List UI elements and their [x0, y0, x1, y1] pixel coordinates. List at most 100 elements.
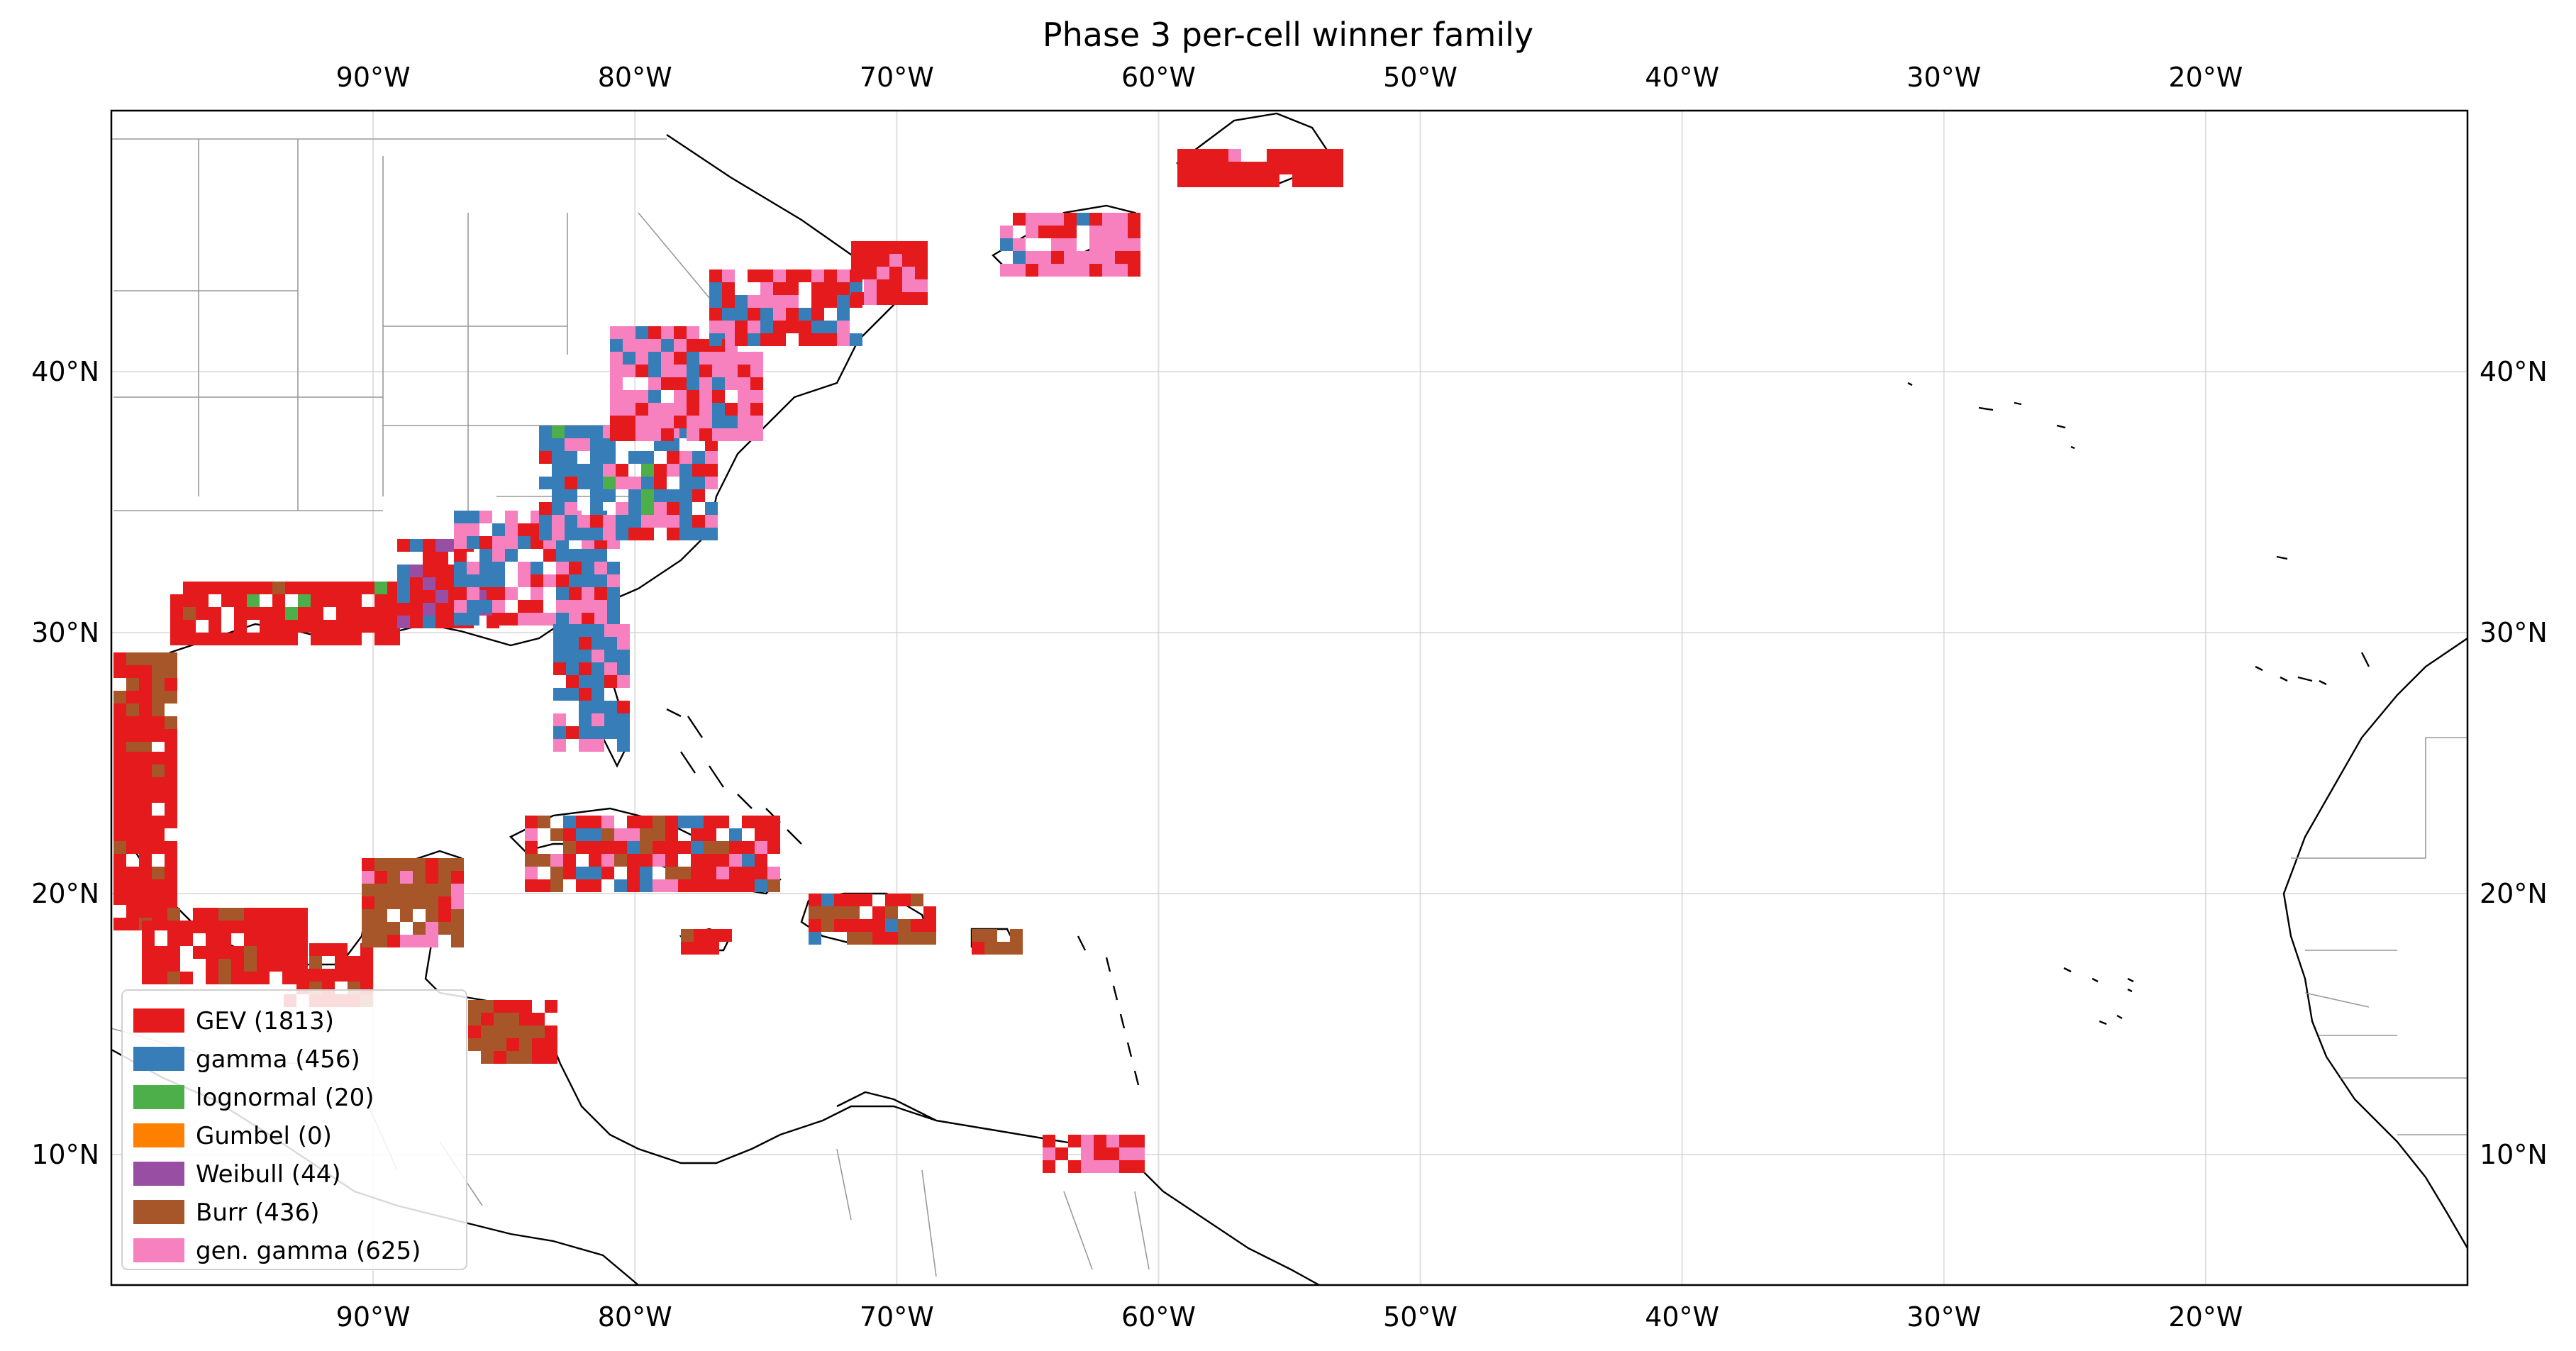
winner-cell — [576, 867, 589, 879]
winner-cell — [616, 464, 628, 477]
winner-cell — [623, 416, 635, 428]
winner-cell — [738, 377, 750, 390]
winner-cell — [641, 528, 654, 540]
winner-cell — [590, 528, 603, 540]
winner-cell — [735, 321, 748, 333]
winner-cell — [750, 365, 763, 377]
winner-cell — [553, 650, 566, 662]
winner-cell — [590, 477, 603, 489]
winner-cell — [821, 906, 834, 919]
winner-cell — [661, 326, 674, 339]
winner-cell — [505, 511, 518, 523]
winner-cell — [661, 365, 674, 377]
winner-cell — [661, 377, 674, 390]
winner-cell — [272, 633, 285, 645]
winner-cell — [692, 489, 705, 502]
winner-cell — [712, 390, 725, 403]
winner-cell — [1013, 264, 1026, 277]
winner-cell — [362, 896, 374, 909]
winner-cell — [435, 577, 448, 590]
winner-cell — [454, 536, 467, 549]
winner-cell — [139, 790, 152, 803]
winner-cell — [165, 841, 177, 854]
winner-cell — [923, 919, 936, 932]
winner-cell — [811, 269, 824, 282]
winner-cell — [413, 884, 426, 896]
winner-cell — [234, 594, 247, 607]
winner-cell — [582, 600, 594, 613]
winner-cell — [492, 613, 505, 626]
winner-cell — [654, 489, 667, 502]
winner-cell — [661, 403, 674, 416]
winner-cell — [601, 828, 614, 841]
winner-cell — [152, 790, 165, 803]
winner-cell — [518, 574, 531, 587]
winner-cell — [614, 879, 627, 892]
winner-cell — [247, 633, 260, 645]
winner-cell — [374, 620, 387, 633]
winner-cell — [556, 613, 569, 626]
winner-cell — [786, 269, 799, 282]
winner-cell — [837, 269, 850, 282]
caribbean-central-coast — [559, 1063, 1320, 1285]
winner-cell — [617, 726, 630, 739]
winner-cell — [729, 828, 742, 841]
winner-cell — [889, 292, 902, 305]
winner-cell — [142, 959, 155, 972]
winner-cell — [1190, 174, 1203, 187]
winner-cell — [760, 269, 773, 282]
winner-cell — [556, 549, 569, 562]
winner-cell — [170, 633, 183, 645]
winner-cell — [582, 562, 594, 574]
winner-cell — [374, 896, 387, 909]
winner-cell — [454, 574, 467, 587]
winner-cell — [665, 867, 678, 879]
winner-cell — [850, 282, 862, 295]
winner-cell — [809, 932, 821, 945]
winner-cell — [165, 867, 177, 879]
legend-swatch — [133, 1162, 184, 1186]
winner-cell — [532, 1038, 545, 1051]
lon-tick-label-top: 90°W — [336, 62, 411, 93]
winner-cell — [786, 295, 799, 308]
winner-cell — [525, 828, 538, 841]
winner-cell — [786, 321, 799, 333]
winner-cell — [1051, 251, 1064, 264]
winner-cell — [349, 633, 362, 645]
winner-cell — [577, 426, 590, 438]
winner-cell — [322, 943, 335, 956]
winner-cell — [552, 426, 565, 438]
winner-cell — [218, 921, 231, 933]
winner-cell — [667, 451, 679, 464]
winner-cell — [679, 502, 692, 515]
winner-cell — [467, 587, 479, 600]
winner-cell — [152, 652, 165, 665]
winner-cell — [532, 1025, 545, 1038]
winner-cell — [864, 254, 877, 267]
winner-cell — [1318, 162, 1331, 174]
winner-cell — [725, 377, 738, 390]
winner-cell — [704, 854, 716, 867]
winner-cell — [601, 816, 614, 828]
winner-cell — [1241, 174, 1254, 187]
winner-cell — [481, 1038, 494, 1051]
winner-cell — [413, 871, 426, 884]
winner-cell — [699, 365, 712, 377]
winner-cell — [1081, 1147, 1094, 1160]
winner-cell — [716, 841, 729, 854]
winner-cell — [257, 908, 270, 921]
winner-cell — [847, 919, 860, 932]
winner-cell — [1051, 264, 1064, 277]
winner-cell — [518, 613, 531, 626]
winner-cell — [1203, 162, 1216, 174]
winner-cell — [397, 577, 410, 590]
winner-cell — [834, 919, 847, 932]
winner-cell — [481, 1013, 494, 1025]
winner-cell — [492, 587, 505, 600]
winner-cell — [566, 637, 579, 650]
legend-swatch — [133, 1085, 184, 1109]
winner-cell — [272, 582, 285, 594]
winner-cell — [1254, 174, 1267, 187]
winner-cell — [423, 616, 435, 628]
winner-cell — [628, 489, 641, 502]
